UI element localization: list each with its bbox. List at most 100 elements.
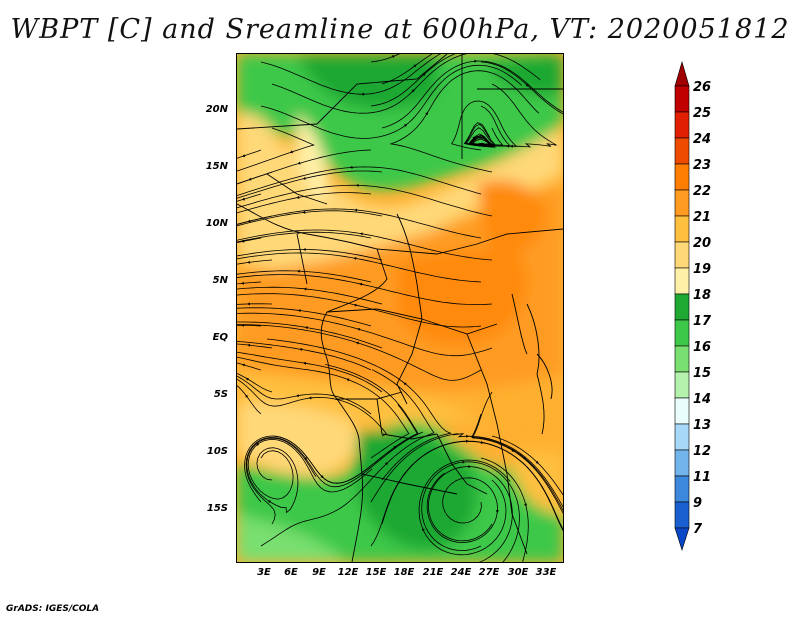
colorbar-segment — [674, 293, 690, 321]
streamline — [237, 274, 493, 306]
streamline — [237, 231, 372, 243]
streamline — [237, 307, 372, 327]
streamline-arrow — [303, 287, 307, 291]
streamline-arrow — [241, 323, 244, 327]
streamline — [244, 404, 418, 503]
streamline — [237, 193, 262, 202]
colorbar-segment — [674, 85, 690, 113]
colorbar-segment — [674, 241, 690, 269]
streamline-arrow — [297, 161, 301, 165]
colorbar-segment — [674, 475, 690, 503]
streamline-arrow — [523, 456, 527, 460]
streamline-arrow — [245, 377, 249, 381]
streamline — [237, 372, 273, 393]
streamline — [237, 166, 482, 196]
streamline-arrow — [510, 144, 513, 148]
streamline-arrow — [241, 239, 245, 243]
streamline — [237, 375, 372, 415]
streamline — [471, 391, 563, 514]
streamline — [370, 433, 563, 508]
streamline-arrow — [355, 341, 359, 345]
colorbar — [674, 60, 690, 551]
streamline-arrow — [506, 144, 510, 148]
streamline — [237, 127, 315, 172]
streamline-arrow — [495, 510, 499, 514]
colorbar-label-20: 20 — [693, 236, 712, 251]
streamline-arrow — [422, 527, 425, 532]
lon-tick-18e: 18E — [393, 567, 415, 578]
colorbar-segment — [674, 371, 690, 399]
grads-credit: GrADS: IGES/COLA — [6, 604, 100, 614]
streamline — [260, 369, 435, 547]
streamline-arrow — [359, 282, 363, 286]
streamline-arrow — [303, 361, 307, 365]
colorbar-label-22: 22 — [693, 184, 712, 199]
streamline-arrow — [356, 327, 361, 331]
lon-tick-6e: 6E — [284, 567, 298, 578]
colorbar-label-24: 24 — [693, 132, 712, 147]
colorbar-min-arrow — [674, 527, 690, 551]
streamline — [237, 184, 493, 217]
lat-tick-10n: 10N — [205, 218, 228, 229]
lon-tick-33e: 33E — [535, 567, 557, 578]
streamline-arrow — [296, 195, 300, 199]
streamline-arrow — [362, 92, 366, 96]
streamline — [468, 127, 504, 147]
streamline — [237, 385, 262, 415]
lat-tick-15n: 15N — [205, 161, 228, 172]
streamline — [381, 54, 433, 85]
streamline-arrow — [299, 348, 303, 352]
streamline — [381, 60, 563, 129]
streamline-arrow — [353, 256, 357, 260]
map-panel — [236, 53, 564, 563]
wbpt-shaded-field — [237, 54, 563, 562]
streamline-arrow — [247, 260, 251, 264]
streamline-arrow — [302, 247, 306, 252]
streamline — [370, 54, 400, 63]
streamline — [237, 281, 262, 285]
lon-tick-21e: 21E — [422, 567, 444, 578]
streamline — [271, 54, 541, 114]
streamline — [237, 324, 262, 327]
streamline — [237, 362, 262, 371]
streamline — [418, 459, 511, 556]
streamline-arrow — [480, 440, 484, 444]
streamline-arrow — [248, 177, 252, 181]
streamline — [237, 170, 383, 199]
streamline — [237, 324, 482, 381]
colorbar-segment — [674, 137, 690, 165]
lon-tick-15e: 15E — [365, 567, 387, 578]
streamline-arrow — [472, 136, 476, 140]
streamline — [237, 252, 482, 283]
streamline-arrow — [468, 465, 472, 469]
lon-tick-27e: 27E — [478, 567, 500, 578]
streamline — [245, 431, 423, 525]
streamline-arrow — [349, 165, 353, 169]
streamline — [237, 229, 493, 261]
colorbar-label-9: 9 — [693, 496, 703, 511]
streamline-arrow — [413, 64, 417, 68]
streamline-arrow — [355, 183, 359, 187]
streamline — [266, 338, 452, 481]
lat-tick-5s: 5S — [213, 389, 228, 400]
streamline-arrow — [302, 210, 306, 214]
streamline — [237, 343, 273, 349]
streamline-arrow — [297, 309, 301, 313]
colorbar-segment — [674, 449, 690, 477]
streamline — [237, 192, 372, 214]
streamline-arrow — [404, 124, 408, 127]
streamline-arrow — [242, 154, 246, 158]
colorbar-label-26: 26 — [693, 80, 712, 95]
streamline-arrow — [511, 448, 515, 452]
streamline — [237, 378, 388, 437]
streamline-arrow — [523, 503, 527, 507]
lon-tick-12e: 12E — [337, 567, 359, 578]
colorbar-label-12: 12 — [693, 444, 712, 459]
streamline — [237, 259, 273, 265]
colorbar-label-13: 13 — [693, 418, 712, 433]
streamline-arrow — [393, 445, 397, 449]
streamline-arrow — [245, 394, 249, 398]
streamline — [237, 341, 372, 371]
streamline — [426, 472, 498, 543]
streamline-arrow — [346, 378, 350, 382]
